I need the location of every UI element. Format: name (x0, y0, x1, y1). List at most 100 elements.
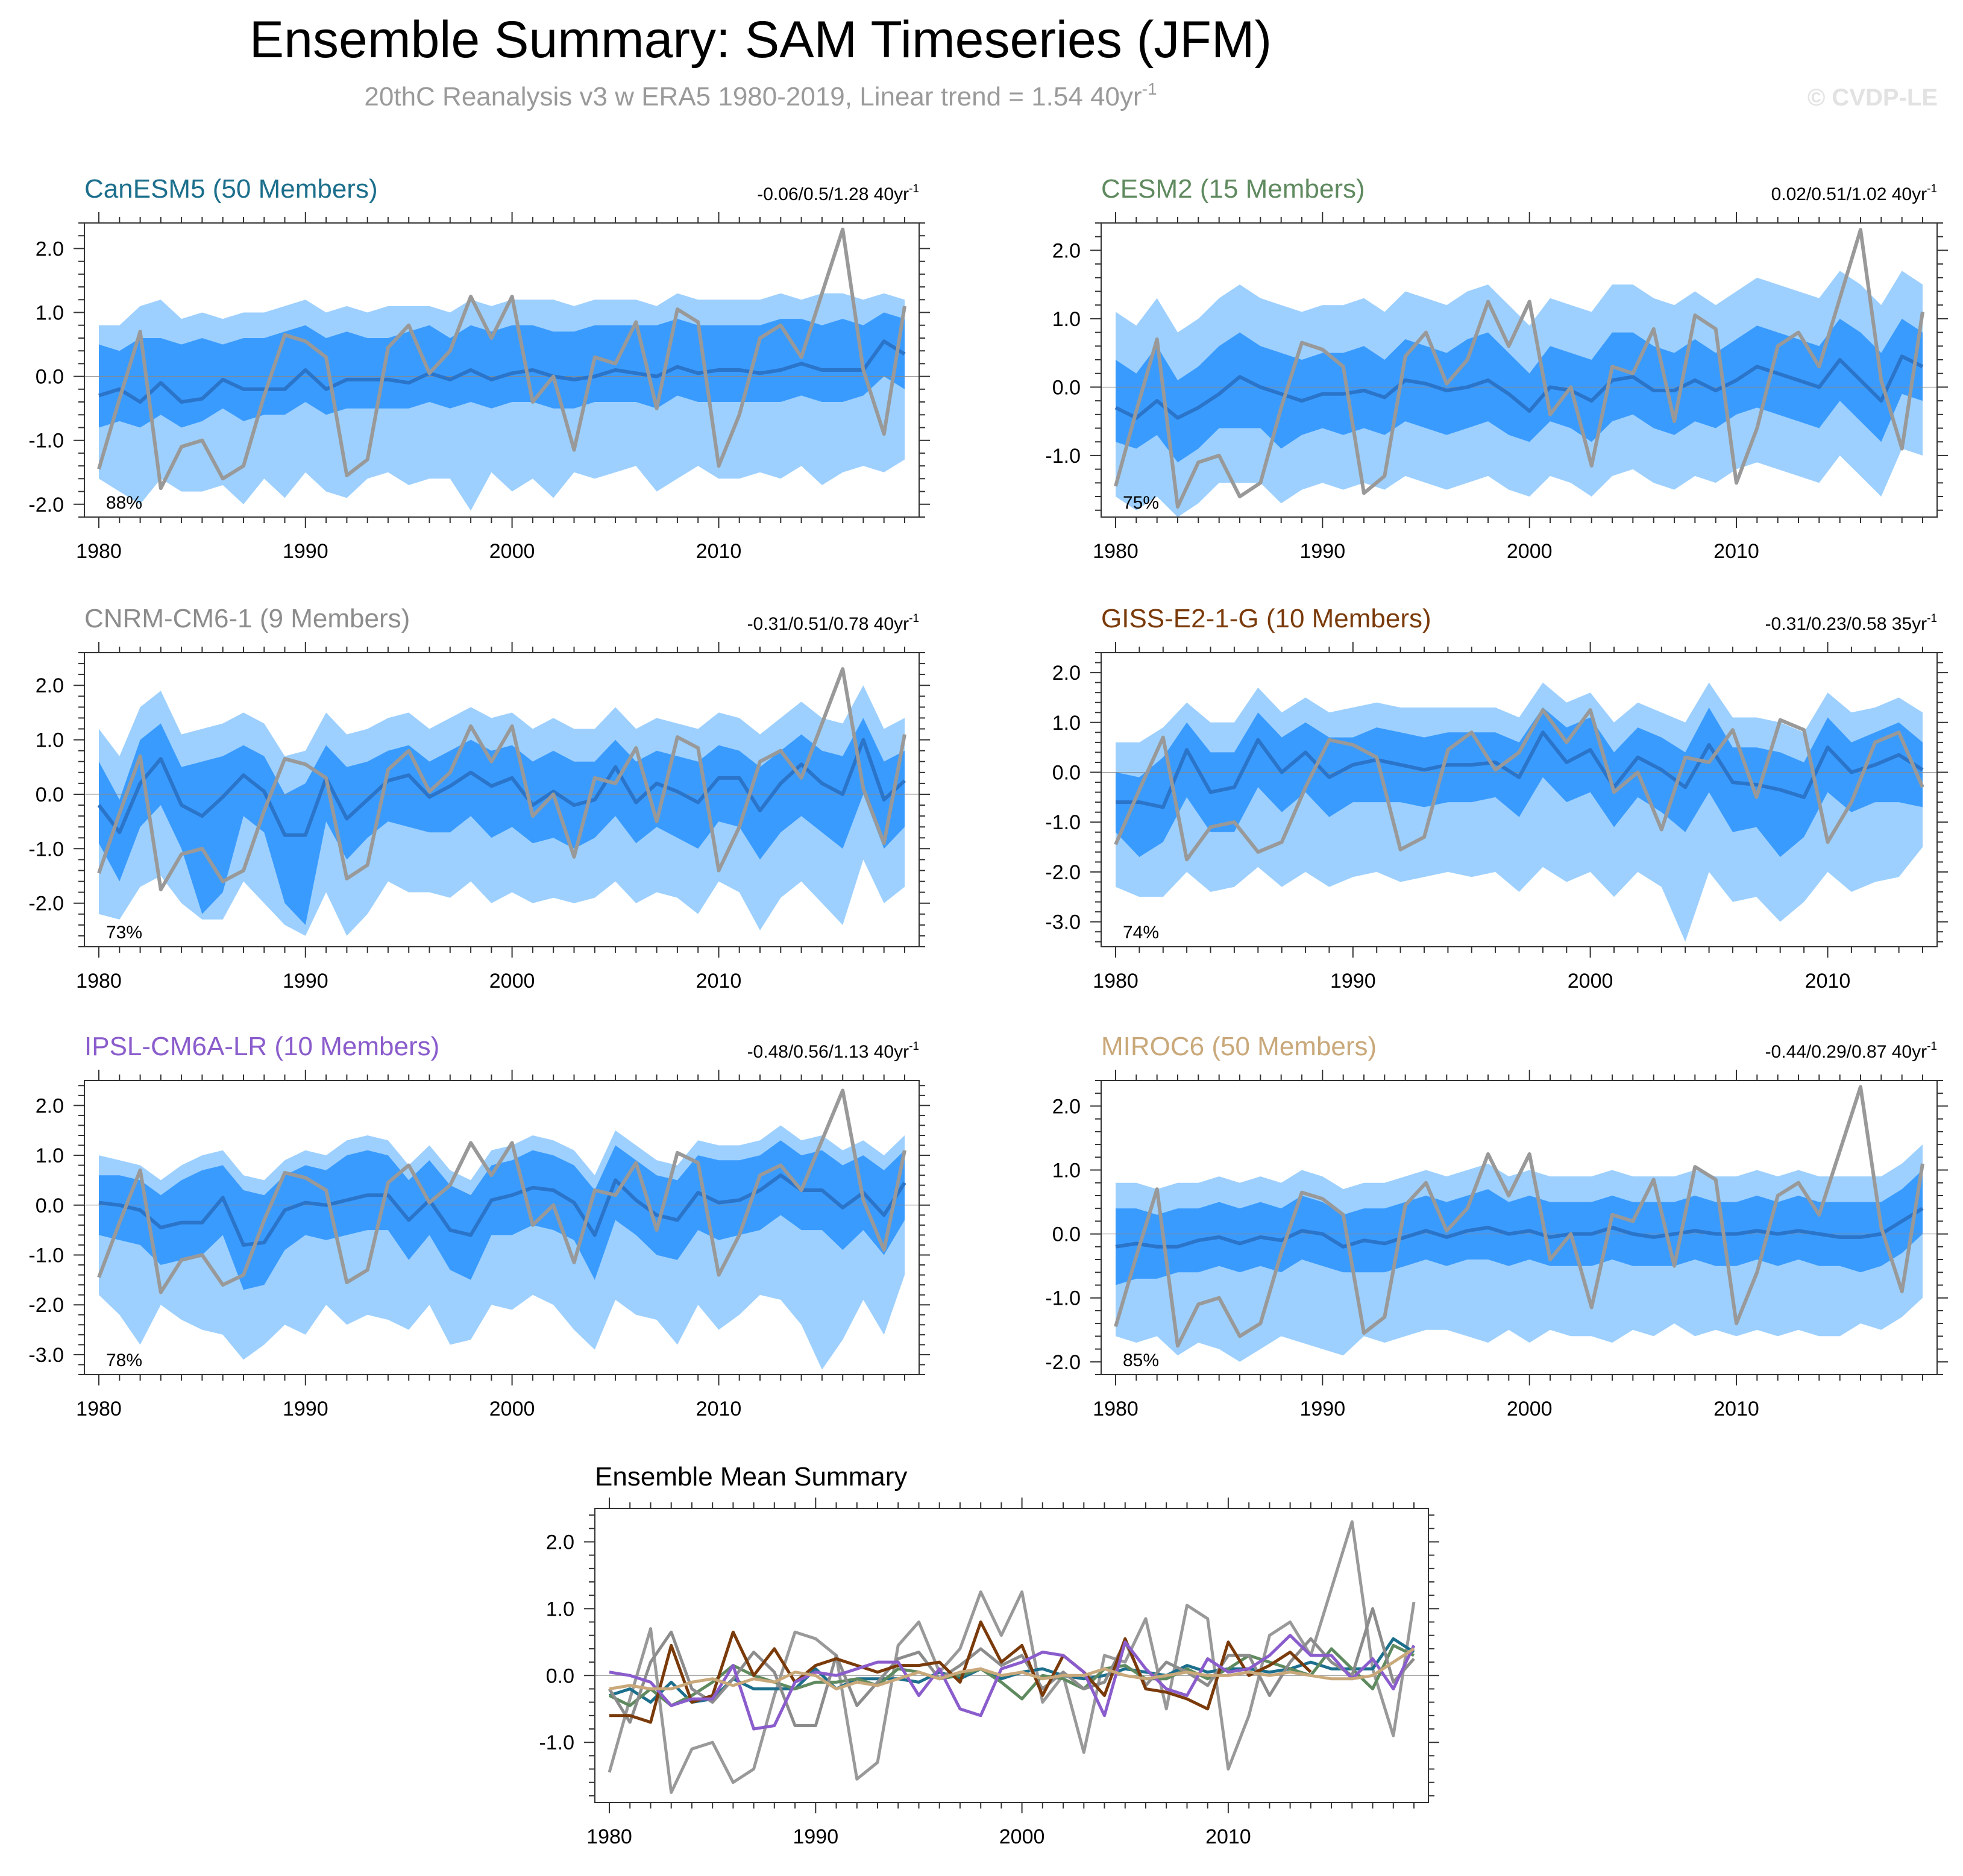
y-tick-label: -1.0 (539, 1731, 574, 1754)
y-tick-label: 2.0 (36, 237, 64, 260)
y-tick-label: -2.0 (1045, 861, 1081, 884)
x-tick-label: 1980 (76, 970, 122, 993)
ticks (1090, 212, 1948, 528)
y-tick-label: 1.0 (36, 1144, 64, 1167)
figure-subtitle: 20thC Reanalysis v3 w ERA5 1980-2019, Li… (364, 80, 1157, 111)
y-tick-label: 1.0 (1052, 712, 1081, 735)
ticks (1090, 642, 1948, 958)
observed-line (97, 667, 906, 892)
panel-stats-text: -0.31/0.51/0.78 40yr (747, 614, 909, 634)
observed-line (97, 227, 906, 491)
x-tick-label: 2010 (696, 1398, 742, 1420)
panel-title: CESM2 (15 Members) (1101, 174, 1365, 204)
y-tick-label: -2.0 (28, 494, 64, 516)
panel-4: GISS-E2-1-G (10 Members) -0.31/0.23/0.58 … (1045, 604, 1948, 993)
panel-stats: 0.02/0.51/1.02 40yr-1 (1771, 183, 1937, 204)
x-tick-label: 2000 (999, 1825, 1045, 1848)
panel-stats: -0.31/0.51/0.78 40yr-1 (747, 612, 919, 634)
y-tick-label: -2.0 (1045, 1351, 1081, 1374)
x-tick-label: 1980 (1093, 540, 1139, 563)
y-tick-label: 1.0 (36, 729, 64, 752)
ensemble-mean-line (1114, 354, 1924, 420)
x-tick-label: 1990 (1299, 540, 1345, 563)
observed-line (1114, 228, 1924, 509)
series-line-observations (608, 1520, 1416, 1794)
y-tick-label: 0.0 (1052, 1223, 1081, 1246)
y-tick-label: -1.0 (28, 430, 64, 453)
y-tick-label: 0.0 (36, 366, 64, 389)
panel-stats: -0.06/0.5/1.28 40yr-1 (757, 183, 919, 204)
figure-title: Ensemble Summary: SAM Timeseries (JFM) (250, 11, 1272, 69)
ensemble-mean-line (1116, 730, 1924, 809)
y-tick-label: 1.0 (1052, 1159, 1081, 1182)
x-tick-label: 1980 (76, 540, 122, 563)
x-tick-label: 1980 (1093, 970, 1139, 993)
observed-line (1114, 1085, 1924, 1348)
y-tick-label: -1.0 (28, 838, 64, 861)
ensemble-mean-line (98, 1173, 906, 1247)
x-tick-label: 2010 (1805, 970, 1851, 993)
ensemble-mean-line (97, 738, 906, 837)
y-tick-label: 2.0 (36, 674, 64, 697)
y-tick-label: -1.0 (1045, 1287, 1081, 1310)
observed-line (1114, 708, 1924, 862)
series-line-ipsl-cm6a-lr (609, 1634, 1416, 1731)
percent-label: 75% (1123, 493, 1159, 513)
panel-stats-superscript: -1 (1927, 612, 1937, 625)
panel-stats-superscript: -1 (1927, 1040, 1937, 1053)
y-tick-label: -1.0 (28, 1244, 64, 1267)
x-tick-label: 1980 (1093, 1398, 1139, 1420)
x-tick-label: 1990 (283, 1398, 328, 1420)
panel-stats-text: -0.06/0.5/1.28 40yr (757, 184, 909, 204)
panel-6: MIROC6 (50 Members) -0.44/0.29/0.87 40yr-… (1045, 1032, 1948, 1420)
series-line-giss-e2-1-g (609, 1620, 1312, 1724)
panel-title: IPSL-CM6A-LR (10 Members) (84, 1032, 439, 1061)
x-tick-label: 2010 (696, 540, 742, 563)
y-tick-label: 1.0 (1052, 308, 1081, 331)
panel-5: IPSL-CM6A-LR (10 Members) -0.48/0.56/1.13… (28, 1032, 930, 1420)
spread-band-iqr (1116, 1170, 1923, 1285)
x-tick-label: 1980 (586, 1825, 632, 1848)
percent-label: 74% (1123, 923, 1159, 943)
plot-frame (84, 652, 920, 947)
subtitle-text: 20thC Reanalysis v3 w ERA5 1980-2019, Li… (364, 82, 1142, 111)
plot-frame (84, 222, 920, 518)
y-tick-label: -3.0 (1045, 911, 1081, 934)
plot-frame (594, 1508, 1429, 1803)
subtitle-superscript: -1 (1142, 80, 1157, 98)
percent-label: 73% (106, 923, 142, 943)
ticks (74, 642, 930, 958)
y-tick-label: -3.0 (28, 1344, 64, 1367)
y-tick-label: 2.0 (1052, 662, 1081, 685)
panel-stats: -0.31/0.23/0.58 35yr-1 (1765, 612, 1937, 634)
panel-stats-text: -0.48/0.56/1.13 40yr (747, 1042, 909, 1062)
y-tick-label: 0.0 (36, 1194, 64, 1217)
x-tick-label: 1990 (1330, 970, 1376, 993)
ticks (584, 1498, 1439, 1813)
x-tick-label: 2000 (489, 970, 535, 993)
y-tick-label: 0.0 (36, 783, 64, 806)
series-line-canesm5 (609, 1637, 1415, 1704)
panel-stats-superscript: -1 (909, 183, 919, 195)
panel-stats-superscript: -1 (909, 1040, 919, 1053)
percent-label: 85% (1123, 1351, 1159, 1370)
x-tick-label: 2000 (1507, 1398, 1553, 1420)
panel-stats: -0.44/0.29/0.87 40yr-1 (1765, 1040, 1937, 1062)
y-tick-label: 1.0 (546, 1598, 574, 1620)
panel-2: CESM2 (15 Members) 0.02/0.51/1.02 40yr-1 7… (1045, 174, 1948, 563)
series-line-miroc6 (609, 1647, 1415, 1690)
y-tick-label: -2.0 (28, 893, 64, 915)
ticks (74, 1070, 930, 1385)
panel-stats-superscript: -1 (909, 612, 919, 625)
panel-stats-text: 0.02/0.51/1.02 40yr (1771, 184, 1927, 204)
x-tick-label: 2000 (489, 540, 535, 563)
series-line-cnrm-cm6-1 (608, 1607, 1415, 1727)
panel-title: CNRM-CM6-1 (9 Members) (84, 604, 410, 633)
x-tick-label: 1990 (283, 540, 328, 563)
y-tick-label: 1.0 (36, 302, 64, 325)
plot-frame (84, 1080, 920, 1375)
panel-title: Ensemble Mean Summary (595, 1462, 907, 1492)
panels: CanESM5 (50 Members) -0.06/0.5/1.28 40yr-… (28, 174, 1948, 1848)
panel-3: CNRM-CM6-1 (9 Members) -0.31/0.51/0.78 40… (28, 604, 930, 993)
y-tick-label: -1.0 (1045, 811, 1081, 834)
